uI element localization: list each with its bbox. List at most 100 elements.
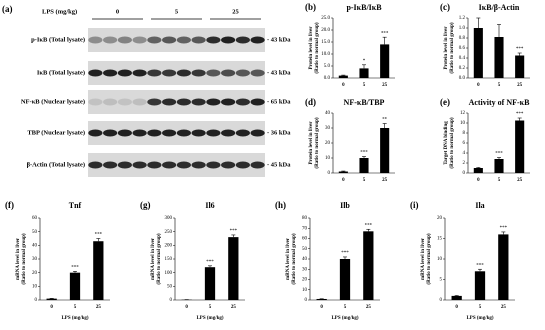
row-label: β-Actin (Total lysate) (27, 161, 85, 168)
blot-band (221, 69, 236, 77)
y-tick-label: 100 (165, 271, 173, 276)
blot-band (191, 36, 206, 44)
bar (515, 120, 525, 173)
blot-band (147, 69, 162, 77)
bar (339, 259, 351, 300)
x-axis-label: LPS (mg/kg) (196, 316, 223, 321)
blot-band (221, 161, 236, 169)
bar (363, 231, 374, 300)
significance-label: *** (381, 31, 389, 36)
panel-label: (i) (410, 200, 419, 210)
bar (498, 234, 509, 300)
blot-band (147, 161, 162, 169)
significance-label: *** (516, 47, 524, 52)
blot-band (191, 98, 206, 106)
y-tick-label: 0.4 (459, 56, 466, 61)
chart-title: IκB/β-Actin (479, 3, 520, 12)
x-tick-label: 5 (479, 305, 482, 310)
blot-band (162, 161, 177, 169)
significance-label: *** (230, 229, 238, 234)
y-tick-label: 20 (325, 141, 331, 146)
blot-band (176, 69, 191, 77)
blot-band (176, 98, 191, 106)
significance-label: *** (71, 265, 79, 270)
y-tick-label: 40 (302, 257, 308, 262)
blot-band (235, 36, 250, 44)
panel-label: (g) (140, 200, 151, 210)
y-tick-label: 0 (328, 171, 331, 176)
significance-label: * (363, 59, 366, 64)
blot-band (117, 98, 132, 106)
bar (474, 271, 486, 300)
y-axis-label: (Ratio to normal group) (292, 233, 297, 284)
blot-band (88, 98, 103, 106)
size-label: - 36 kDa (267, 129, 291, 136)
x-tick-label: 5 (498, 83, 501, 88)
y-tick-label: 10.0 (321, 52, 330, 57)
dose-label: 5 (175, 8, 179, 15)
y-tick-label: 5 (440, 278, 443, 283)
blot-band (88, 69, 103, 77)
y-tick-label: 0 (440, 298, 443, 303)
y-tick-label: 10 (32, 284, 38, 289)
blot-strip (88, 121, 265, 145)
y-axis-label: (Ratio to normal group) (450, 117, 455, 168)
y-tick-label: 0 (170, 298, 173, 303)
y-tick-label: 0.6 (459, 46, 466, 51)
significance-label: *** (365, 223, 373, 228)
y-axis-label: (Ratio to normal group) (450, 22, 455, 73)
row-label: p-IκB (Total lysate) (31, 36, 85, 43)
x-tick-label: 0 (185, 305, 188, 310)
blot-band (88, 161, 103, 169)
blot-band (176, 129, 191, 137)
bar (359, 68, 369, 78)
significance-label: *** (495, 152, 503, 157)
y-axis-label: (Ratio to normal group) (427, 233, 432, 284)
blot-strip (88, 61, 265, 85)
x-tick-label: 0 (342, 83, 345, 88)
blot-band (88, 36, 103, 44)
y-tick-label: 30 (302, 267, 308, 272)
bar (93, 241, 104, 300)
panel-label: (f) (5, 200, 14, 210)
blot-band (191, 161, 206, 169)
x-tick-label: 5 (209, 305, 212, 310)
chart-title: Ilb (340, 201, 350, 210)
blot-band (221, 98, 236, 106)
x-tick-label: 25 (382, 178, 388, 183)
chart-title: Activity of NF-κB (469, 98, 531, 107)
y-tick-label: 0.8 (459, 36, 466, 41)
y-axis-label: (Ratio to normal group) (22, 233, 27, 284)
blot-band (103, 36, 118, 44)
panel-label: (d) (305, 97, 316, 107)
y-tick-label: 20 (437, 216, 443, 221)
x-axis-label: LPS (mg/kg) (61, 316, 88, 321)
y-tick-label: 300 (165, 216, 173, 221)
treatment-label: LPS (mg/kg) (42, 8, 77, 15)
blot-band (206, 161, 221, 169)
chart-title: NF-κB/TBP (344, 98, 385, 107)
x-tick-label: 5 (363, 83, 366, 88)
y-tick-label: 20 (302, 278, 308, 283)
y-tick-label: 0 (35, 298, 38, 303)
blot-band (191, 129, 206, 137)
panel-label: (c) (440, 2, 450, 12)
blot-band (132, 161, 147, 169)
bar (451, 295, 462, 300)
y-tick-label: 40 (325, 111, 331, 116)
blot-band (176, 161, 191, 169)
blot-band (191, 69, 206, 77)
y-tick-label: 60 (32, 216, 38, 221)
y-axis-label: mRNA level in liver (151, 237, 156, 280)
y-axis-label: mRNA level in liver (16, 237, 21, 280)
blot-band (221, 129, 236, 137)
blot-band (117, 36, 132, 44)
bar (338, 171, 348, 173)
blot-band (235, 161, 250, 169)
y-tick-label: 10 (437, 257, 443, 262)
x-axis-label: LPS (mg/kg) (331, 316, 358, 321)
blot-band (88, 129, 103, 137)
blot-band (117, 161, 132, 169)
y-tick-label: 0.2 (459, 66, 466, 71)
